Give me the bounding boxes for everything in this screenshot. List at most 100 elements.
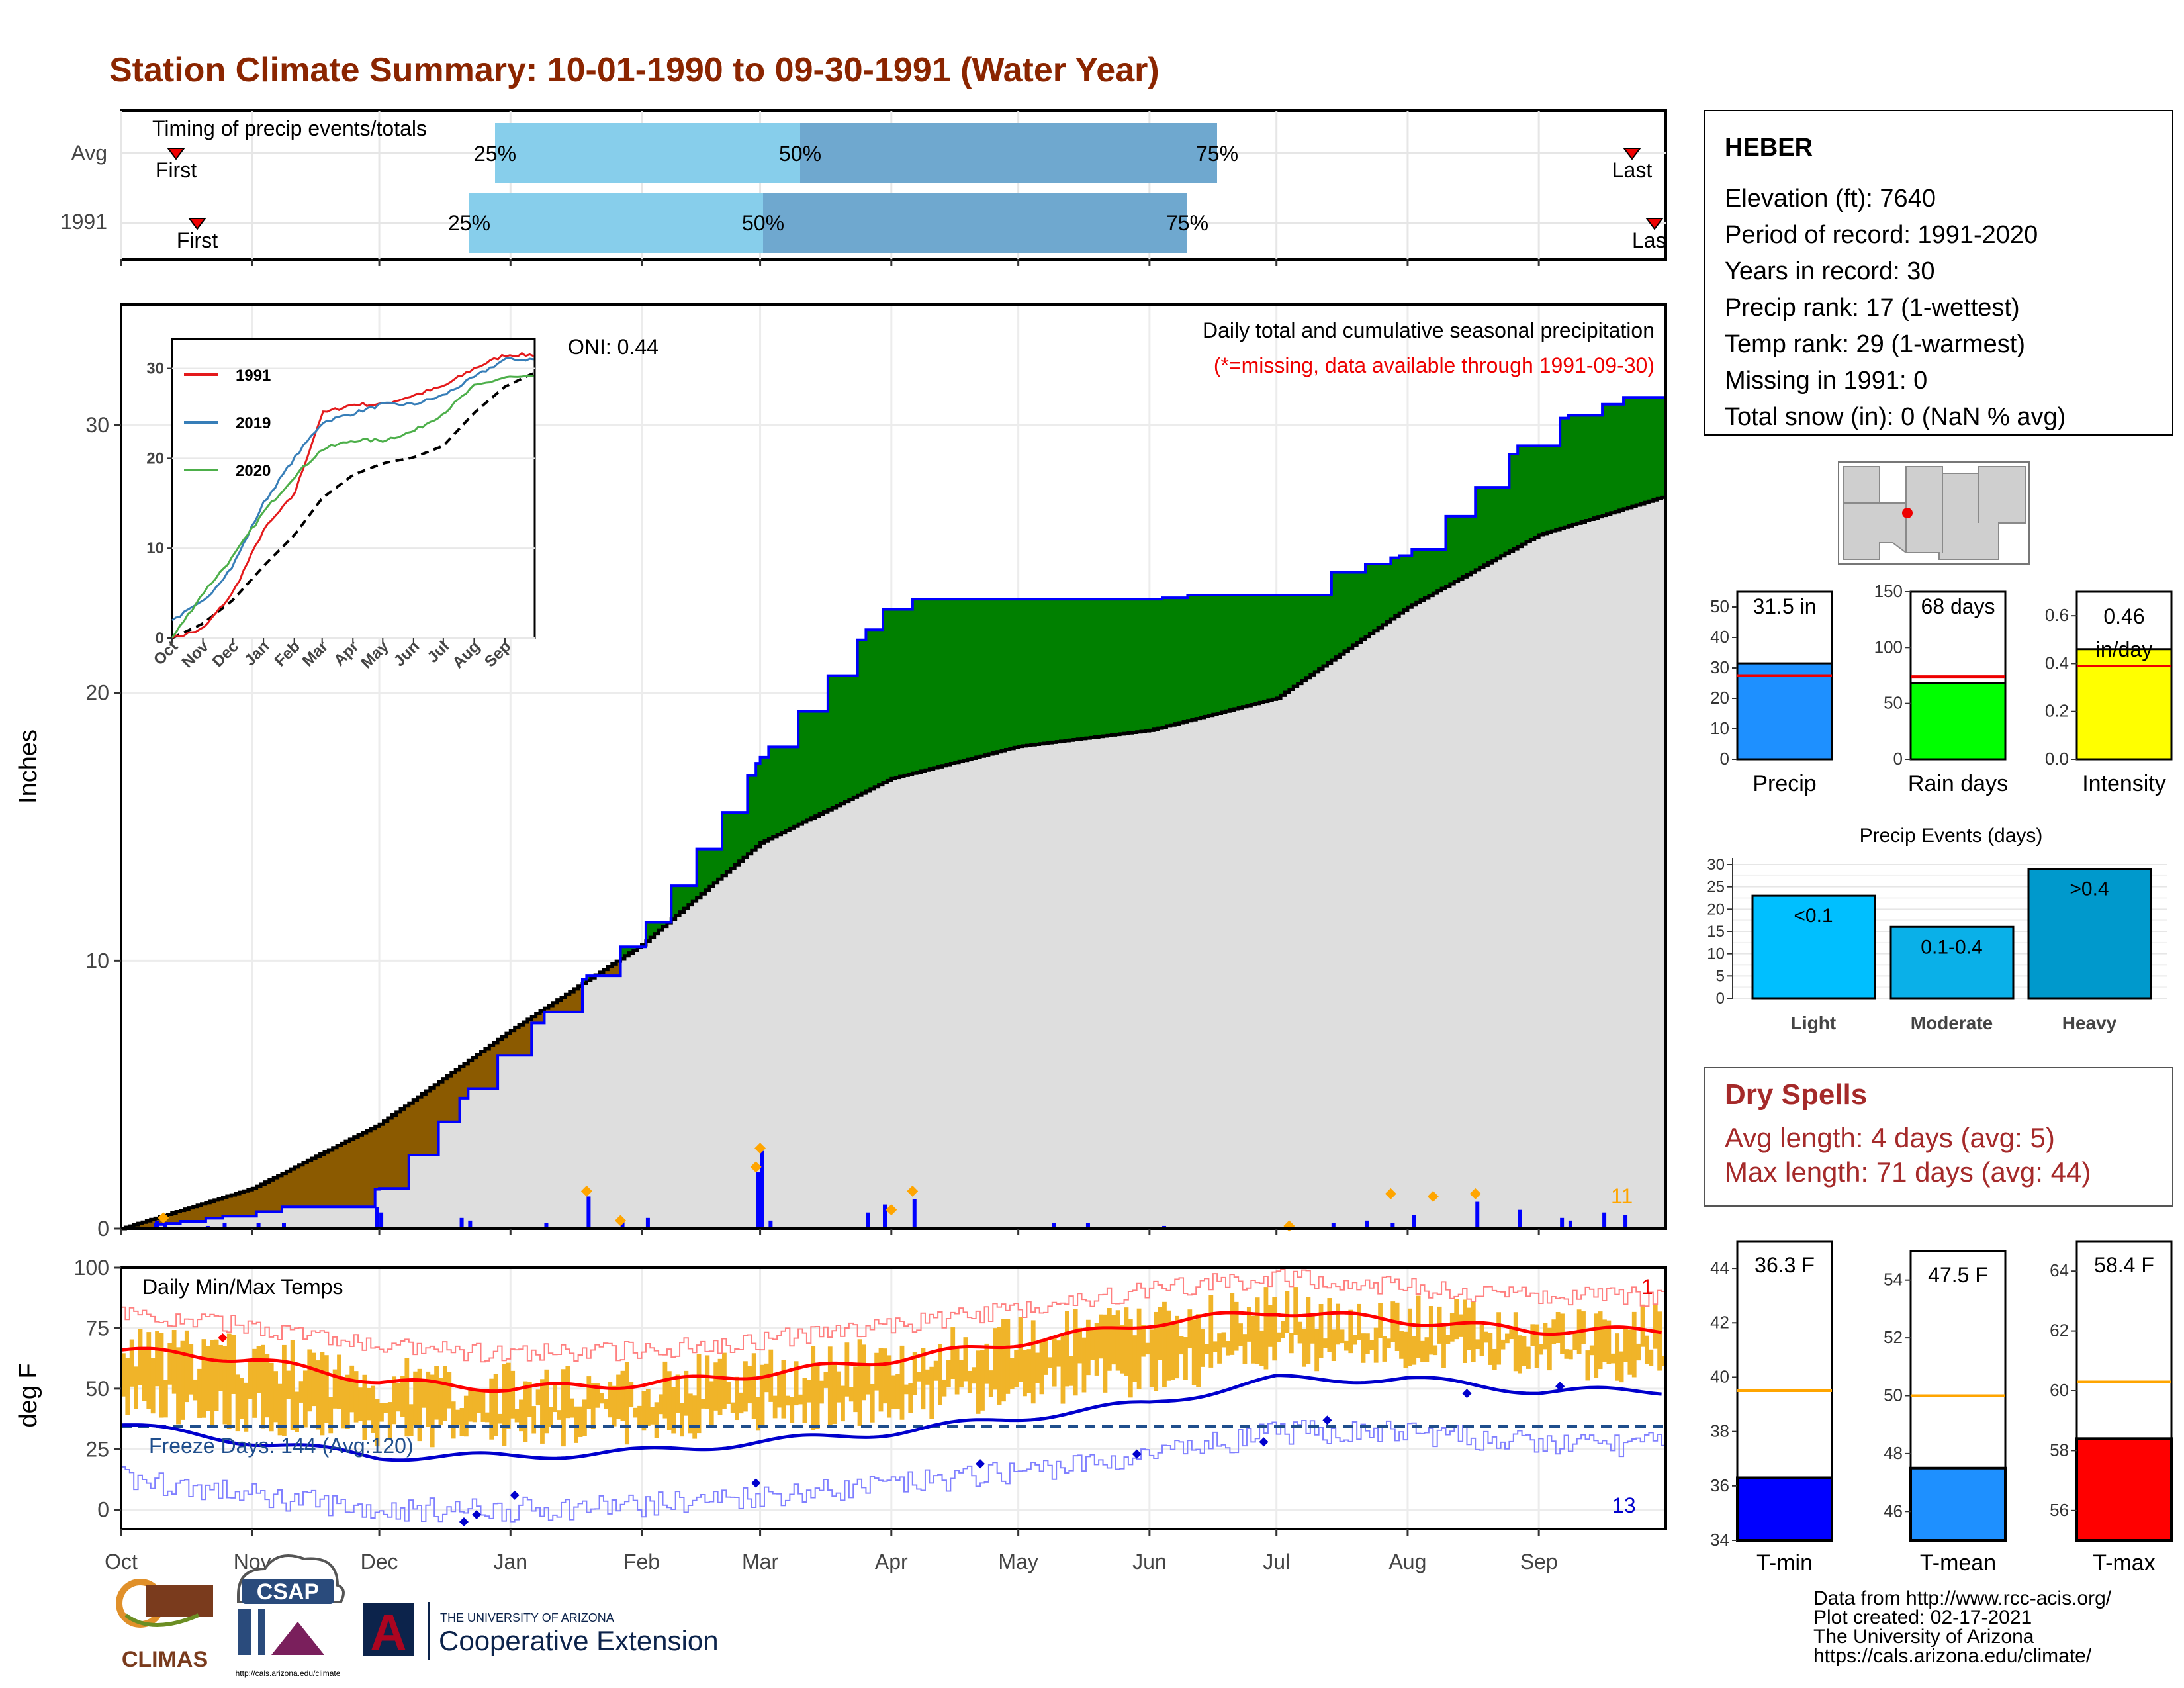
summary-ytick: 150 — [1874, 581, 1903, 601]
oni-label: ONI: 0.44 — [568, 335, 659, 359]
daily-temp-bar — [1060, 1336, 1066, 1404]
daily-temp-bar — [709, 1381, 714, 1427]
inset-legend-label: 2019 — [236, 414, 271, 432]
daily-temp-bar — [1496, 1312, 1502, 1365]
daily-temp-bar — [1212, 1341, 1218, 1352]
temp-summary-ytick: 42 — [1710, 1312, 1729, 1332]
daily-temp-bar — [671, 1387, 676, 1434]
daily-temp-bar — [1077, 1327, 1082, 1364]
daily-temp-bar — [413, 1371, 418, 1426]
summary-ytick: 0.0 — [2045, 749, 2069, 769]
temp-count-bottom: 13 — [1612, 1493, 1636, 1517]
daily-temp-bar — [899, 1345, 905, 1420]
daily-temp-bar — [189, 1344, 194, 1395]
daily-temp-bar — [1297, 1321, 1302, 1344]
daily-precip-bar — [768, 1220, 773, 1229]
daily-temp-bar — [1128, 1319, 1133, 1398]
daily-temp-bar — [680, 1403, 684, 1437]
daily-temp-bar — [523, 1381, 528, 1442]
daily-temp-bar — [480, 1392, 486, 1422]
timing-panel: Timing of precip events/totals Avg 1991 … — [60, 109, 1667, 266]
daily-temp-bar — [134, 1366, 138, 1409]
timing-avg-p25: 25% — [474, 142, 516, 165]
dry-spells-box: Dry Spells Avg length: 4 days (avg: 5) M… — [1704, 1067, 2173, 1207]
daily-temp-bar — [1551, 1319, 1557, 1344]
summary-unit: in/day — [2096, 637, 2152, 661]
daily-temp-bar — [337, 1354, 341, 1409]
temp-summary-label: T-max — [2093, 1550, 2155, 1575]
timing-avg-25-50 — [495, 123, 800, 183]
daily-temp-bar — [167, 1343, 173, 1385]
events-ytick: 0 — [1716, 990, 1725, 1008]
daily-temp-bar — [1081, 1337, 1087, 1393]
daily-precip-bar — [1390, 1223, 1395, 1229]
daily-temp-bar — [302, 1370, 308, 1428]
daily-temp-bar — [891, 1375, 896, 1409]
daily-temp-bar — [1323, 1338, 1328, 1348]
daily-temp-bar — [307, 1349, 312, 1412]
month-label: Mar — [742, 1550, 778, 1573]
daily-temp-bar — [811, 1346, 816, 1430]
daily-temp-bar — [1073, 1309, 1078, 1396]
daily-temp-bar — [1649, 1349, 1654, 1366]
daily-temp-bar — [739, 1392, 744, 1414]
ua-top: THE UNIVERSITY OF ARIZONA — [440, 1611, 614, 1624]
daily-temp-bar — [662, 1361, 668, 1419]
daily-temp-bar — [1602, 1319, 1607, 1362]
events-ytick: 25 — [1707, 878, 1725, 896]
daily-precip-bar — [205, 1225, 210, 1229]
summary-ytick: 0.2 — [2045, 701, 2069, 721]
extreme-marker — [580, 1185, 592, 1197]
daily-temp-bar — [1589, 1345, 1594, 1356]
csap-text: CSAP — [257, 1579, 319, 1605]
daily-temp-bar — [1187, 1309, 1193, 1349]
timing-row-avg: Avg — [71, 141, 107, 165]
daily-temp-bar — [1064, 1311, 1069, 1387]
daily-precip-bar — [155, 1220, 159, 1229]
month-label: Jul — [1263, 1550, 1290, 1573]
daily-temp-bar — [963, 1337, 968, 1382]
summary-ytick: 20 — [1710, 688, 1729, 708]
daily-temp-bar — [527, 1382, 532, 1417]
daily-temp-bar — [1471, 1301, 1476, 1362]
daily-temp-bar — [912, 1352, 917, 1395]
temp-summary-ytick: 52 — [1884, 1327, 1903, 1347]
daily-temp-bar — [1158, 1307, 1163, 1360]
inset-ytick: 10 — [146, 539, 164, 557]
event-label: Moderate — [1911, 1013, 1993, 1033]
daily-temp-bar — [163, 1380, 168, 1418]
daily-temp-bar — [1581, 1311, 1586, 1344]
temp-summary-ytick: 62 — [2050, 1321, 2069, 1340]
daily-precip-bar — [1365, 1220, 1369, 1229]
daily-temp-bar — [866, 1365, 871, 1395]
daily-temp-bar — [984, 1343, 989, 1384]
daily-temp-bar — [1124, 1307, 1129, 1376]
daily-temp-bar — [848, 1387, 854, 1402]
dry-spells-title: Dry Spells — [1725, 1078, 1867, 1111]
daily-temp-bar — [1475, 1339, 1480, 1350]
extreme-marker — [886, 1204, 897, 1216]
daily-temp-bar — [1352, 1335, 1357, 1345]
daily-temp-bar — [1293, 1287, 1298, 1335]
temp-summary-ytick: 46 — [1884, 1501, 1903, 1521]
daily-temp-bar — [726, 1382, 731, 1404]
daily-temp-bar — [1645, 1335, 1649, 1364]
daily-temp-bar — [1001, 1319, 1006, 1402]
event-bar-text: <0.1 — [1794, 905, 1833, 927]
daily-temp-bar — [1623, 1328, 1628, 1362]
daily-temp-bar — [1500, 1339, 1506, 1350]
daily-temp-bar — [387, 1402, 392, 1440]
daily-temp-bar — [1369, 1340, 1375, 1350]
daily-precip-bar — [620, 1220, 625, 1229]
daily-temp-bar — [1048, 1357, 1053, 1368]
summary-ytick: 40 — [1710, 627, 1729, 647]
daily-temp-bar — [1657, 1311, 1662, 1371]
inset-avg-line — [171, 371, 535, 639]
climas-text: CLIMAS — [122, 1647, 208, 1672]
daily-temp-bar — [1246, 1307, 1251, 1342]
daily-temp-bar — [1052, 1335, 1057, 1387]
daily-temp-bar — [1302, 1329, 1306, 1367]
daily-temp-bar — [959, 1360, 964, 1388]
daily-precip-bar — [468, 1220, 473, 1229]
